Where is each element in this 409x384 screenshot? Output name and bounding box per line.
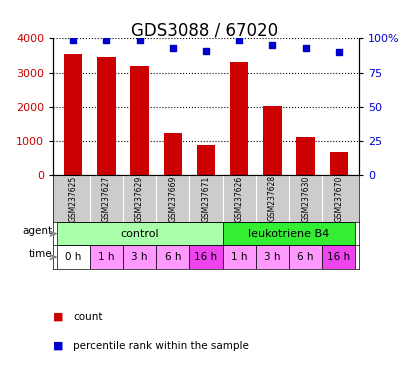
Text: 6 h: 6 h [297,252,313,262]
Point [202,48,209,54]
Text: GSM237670: GSM237670 [333,175,342,222]
Bar [123,245,156,269]
Text: count: count [73,312,102,322]
Text: 16 h: 16 h [194,252,217,262]
Text: 6 h: 6 h [164,252,181,262]
Text: GSM237627: GSM237627 [102,175,111,222]
Point [335,49,341,55]
Text: percentile rank within the sample: percentile rank within the sample [73,341,248,351]
Bar [156,245,189,269]
Text: 16 h: 16 h [326,252,350,262]
Text: agent: agent [22,226,52,236]
Bar [189,245,222,269]
Bar [229,62,248,175]
Text: control: control [120,228,159,238]
Text: time: time [29,249,52,259]
Text: ■: ■ [53,341,64,351]
Text: ■: ■ [53,312,64,322]
Bar [222,245,255,269]
Text: GSM237625: GSM237625 [69,175,78,222]
Text: GSM237628: GSM237628 [267,175,276,222]
Bar [321,245,355,269]
Text: GSM237629: GSM237629 [135,175,144,222]
Point [136,37,143,43]
Point [268,42,275,48]
Text: GDS3088 / 67020: GDS3088 / 67020 [131,21,278,39]
Point [70,37,76,43]
Point [235,37,242,43]
Text: GSM237671: GSM237671 [201,175,210,222]
Bar [97,57,115,175]
Text: 0 h: 0 h [65,252,81,262]
Bar [222,222,355,245]
Bar [263,106,281,175]
Bar [130,66,148,175]
Text: GSM237630: GSM237630 [300,175,309,222]
Bar [196,145,215,175]
Text: GSM237626: GSM237626 [234,175,243,222]
Bar [163,133,182,175]
Point [103,37,110,43]
Bar [90,245,123,269]
Bar [288,245,321,269]
Point [169,45,176,51]
Text: 1 h: 1 h [230,252,247,262]
Bar [56,245,90,269]
Text: GSM237669: GSM237669 [168,175,177,222]
Text: 3 h: 3 h [263,252,280,262]
Point [301,45,308,51]
Text: leukotriene B4: leukotriene B4 [248,228,329,238]
Text: 3 h: 3 h [131,252,148,262]
Bar [329,152,347,175]
Text: 1 h: 1 h [98,252,115,262]
Bar [296,137,314,175]
Bar [255,245,288,269]
Bar [56,222,222,245]
Bar [64,54,82,175]
